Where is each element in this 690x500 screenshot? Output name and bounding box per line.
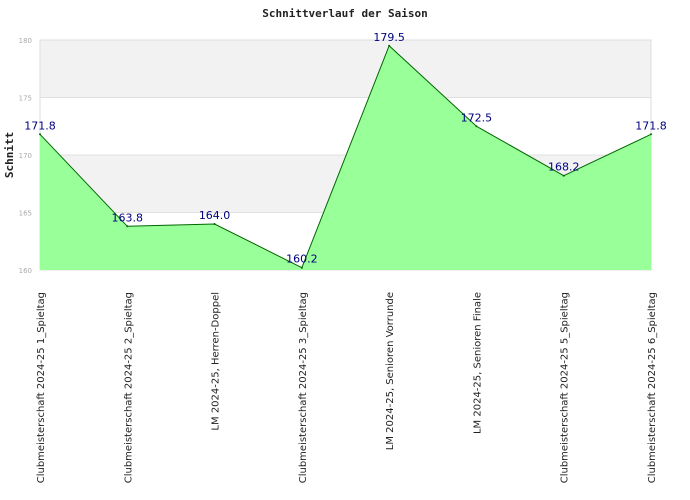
x-tick-label: Clubmeisterschaft 2024-25 6_Spieltag <box>647 292 658 483</box>
data-label: 164.0 <box>199 209 231 222</box>
data-point <box>388 44 391 47</box>
data-label: 171.8 <box>24 119 56 132</box>
data-label: 172.5 <box>461 111 493 124</box>
series-line <box>39 44 652 269</box>
data-label: 179.5 <box>373 31 405 44</box>
x-tick-label: Clubmeisterschaft 2024-25 2_Spieltag <box>123 292 134 483</box>
y-tick-label: 165 <box>19 210 32 218</box>
x-tick-label: Clubmeisterschaft 2024-25 3_Spieltag <box>298 292 309 483</box>
data-point <box>475 125 478 128</box>
x-tick-label: LM 2024-25, Senioren Finale <box>472 292 483 434</box>
y-tick-label: 180 <box>19 37 32 45</box>
grid-band <box>40 40 651 98</box>
data-point <box>650 133 652 136</box>
y-tick-label: 170 <box>19 152 32 160</box>
data-label: 168.2 <box>548 161 580 174</box>
data-label: 163.8 <box>112 211 144 224</box>
data-point <box>562 174 565 177</box>
data-label: 160.2 <box>286 253 318 266</box>
x-tick-label: Clubmeisterschaft 2024-25 5_Spieltag <box>560 292 571 483</box>
x-tick-label: LM 2024-25, Herren-Doppel <box>211 292 222 431</box>
data-point <box>213 223 216 225</box>
data-point <box>300 266 303 269</box>
x-tick-label: LM 2024-25, Senioren Vorrunde <box>385 292 396 450</box>
plot-area: 160 165 170 175 180 171.8 163.8 164.0 160.2 179.5… <box>19 31 667 484</box>
y-axis-label: Schnitt <box>3 132 16 178</box>
chart-title: Schnittverlauf der Saison <box>262 7 428 20</box>
data-point <box>39 133 41 136</box>
y-tick-label: 175 <box>19 95 32 103</box>
data-label: 171.8 <box>635 119 667 132</box>
y-tick-label: 160 <box>19 267 32 275</box>
data-point <box>126 225 129 228</box>
x-tick-label: Clubmeisterschaft 2024-25 1_Spieltag <box>36 292 47 483</box>
